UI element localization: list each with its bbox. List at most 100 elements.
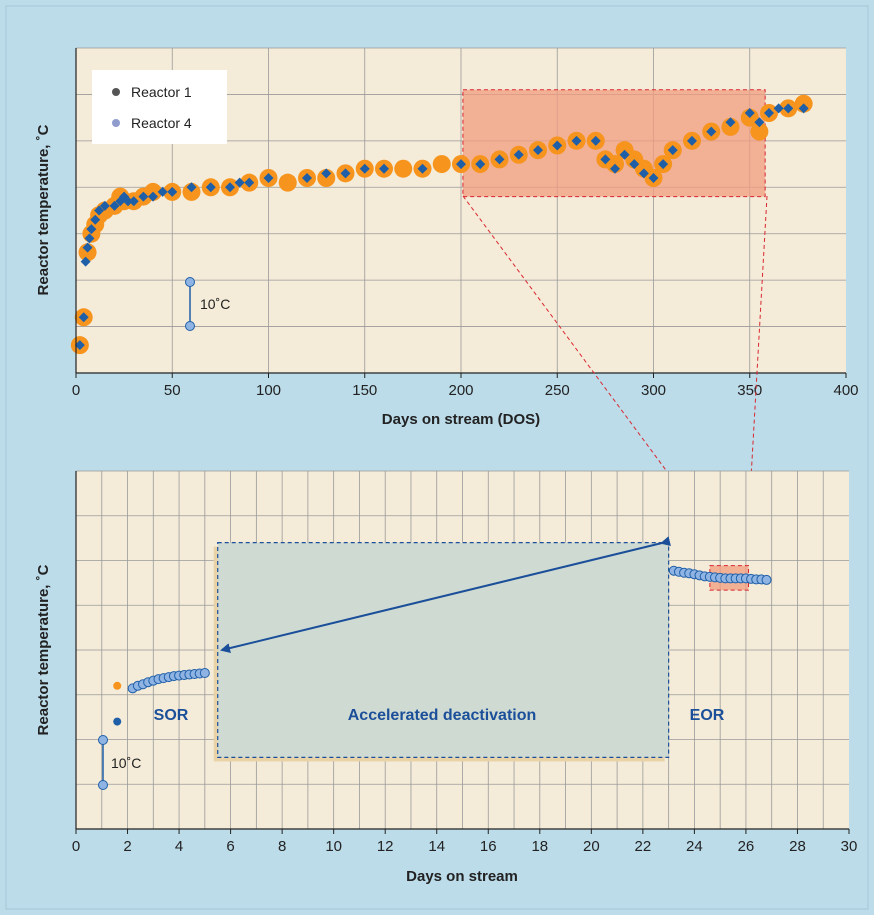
x-tick-label: 150 xyxy=(352,382,377,399)
reactor-1-point xyxy=(648,173,659,183)
reactor-1-point xyxy=(86,224,97,235)
reactor-1-point xyxy=(687,135,697,146)
reactor-1-point xyxy=(90,214,101,225)
reactor-1-point xyxy=(533,145,543,156)
reactor-1-point xyxy=(552,140,563,151)
reactor-1-point xyxy=(244,177,255,188)
bottom-data-points xyxy=(113,565,772,726)
top-y-axis-label: Reactor temperature, ˚C xyxy=(35,124,52,295)
bottom-series-point xyxy=(199,668,210,679)
x-tick-label: 6 xyxy=(226,838,234,855)
reactor-1-point xyxy=(513,149,524,160)
x-tick-label: 4 xyxy=(175,838,183,855)
reactor-1-point xyxy=(744,108,755,118)
reactor-1-point xyxy=(619,149,630,160)
reactor-1-point xyxy=(74,340,85,351)
reactor-1-point xyxy=(706,126,717,137)
reactor-1-point xyxy=(494,154,505,165)
x-tick-label: 8 xyxy=(278,838,286,855)
reactor-1-point xyxy=(590,135,601,146)
reactor-1-point xyxy=(138,191,149,202)
x-tick-label: 2 xyxy=(123,838,131,855)
x-tick-label: 200 xyxy=(448,382,473,399)
reactor-1-point xyxy=(122,196,133,207)
top-highlight-region xyxy=(462,89,766,198)
bottom-x-tick-labels: 0 2 4 6 8 10 12 14 16 18 20 22 24 26 28 30 xyxy=(72,829,858,855)
bottom-y-axis-label: Reactor temperature, ˚C xyxy=(35,564,52,735)
isolated-point xyxy=(113,681,122,690)
sor-annotation: SOR xyxy=(154,707,189,724)
reactor-1-point xyxy=(658,159,669,170)
reactor-1-point xyxy=(99,200,110,211)
reactor-1-point xyxy=(205,182,216,193)
reactor-1-point xyxy=(340,168,351,179)
reactor-1-point xyxy=(725,117,736,128)
isolated-point xyxy=(113,717,122,726)
reactor-1-point xyxy=(109,200,120,211)
reactor-4-point xyxy=(278,173,297,192)
reactor-1-point xyxy=(302,173,312,183)
reactor-1-point xyxy=(798,103,809,114)
reactor-1-point xyxy=(773,103,784,114)
reactor-1-point xyxy=(600,154,611,165)
reactor-1-point xyxy=(359,163,370,174)
reactor-1-point xyxy=(263,173,274,183)
reactor-1-point xyxy=(94,205,105,216)
reactor-4-point xyxy=(394,159,413,178)
deactivation-annotation: Accelerated deactivation xyxy=(348,707,537,724)
reactor-1-point xyxy=(128,196,139,207)
reactor-1-point xyxy=(638,168,649,179)
top-legend: Reactor 1 Reactor 4 xyxy=(92,70,227,144)
scale-bar-end-bottom xyxy=(185,321,195,331)
reactor-1-point xyxy=(80,256,91,267)
reactor-1-point xyxy=(456,159,466,170)
reactor-1-point xyxy=(475,159,486,170)
x-tick-label: 0 xyxy=(72,382,80,399)
bottom-x-axis-label: Days on stream xyxy=(406,868,518,885)
reactor-1-point xyxy=(234,177,245,188)
reactor-1-point xyxy=(225,182,235,193)
top-chart: 0 50 100 150 200 250 300 350 400 Days on stream … xyxy=(35,47,859,428)
deactivation-window xyxy=(217,541,670,758)
top-x-axis-label: Days on stream (DOS) xyxy=(382,411,540,428)
legend-label-reactor-4: Reactor 4 xyxy=(131,115,192,131)
reactor-1-point xyxy=(84,233,95,244)
reactor-1-point xyxy=(148,191,158,202)
legend-marker-reactor-4 xyxy=(112,119,120,127)
reactor-1-point xyxy=(764,108,774,118)
bottom-series-point xyxy=(761,574,772,585)
top-scale-bar-label: 10˚C xyxy=(200,296,230,312)
reactor-1-point xyxy=(667,145,678,156)
legend-box xyxy=(92,70,227,144)
x-tick-label: 12 xyxy=(377,838,394,855)
x-tick-label: 14 xyxy=(428,838,445,855)
bottom-chart: 0 2 4 6 8 10 12 14 16 18 20 22 24 26 28 30 Days on stre… xyxy=(35,470,858,885)
x-tick-label: 10 xyxy=(325,838,342,855)
x-tick-label: 18 xyxy=(531,838,548,855)
x-tick-label: 16 xyxy=(480,838,497,855)
scale-bar-end-top xyxy=(185,277,195,287)
x-tick-label: 24 xyxy=(686,838,703,855)
reactor-1-point xyxy=(571,135,582,146)
top-x-tick-labels: 0 50 100 150 200 250 300 350 400 xyxy=(72,373,859,399)
eor-annotation: EOR xyxy=(690,707,725,724)
reactor-4-point xyxy=(432,155,451,174)
bottom-scale-bar-end-bottom xyxy=(98,780,108,790)
reactor-1-point xyxy=(417,163,428,174)
bottom-scale-bar: 10˚C xyxy=(98,735,141,790)
legend-label-reactor-1: Reactor 1 xyxy=(131,84,192,100)
reactor-1-point xyxy=(629,159,640,170)
x-tick-label: 28 xyxy=(789,838,806,855)
x-tick-label: 22 xyxy=(635,838,652,855)
x-tick-label: 300 xyxy=(641,382,666,399)
top-scale-bar: 10˚C xyxy=(185,277,230,331)
reactor-1-point xyxy=(78,312,89,323)
x-tick-label: 20 xyxy=(583,838,600,855)
x-tick-label: 250 xyxy=(545,382,570,399)
figure-frame xyxy=(5,5,869,910)
reactor-1-point xyxy=(167,186,178,197)
x-tick-label: 100 xyxy=(256,382,281,399)
x-tick-label: 26 xyxy=(738,838,755,855)
x-tick-label: 30 xyxy=(841,838,858,855)
